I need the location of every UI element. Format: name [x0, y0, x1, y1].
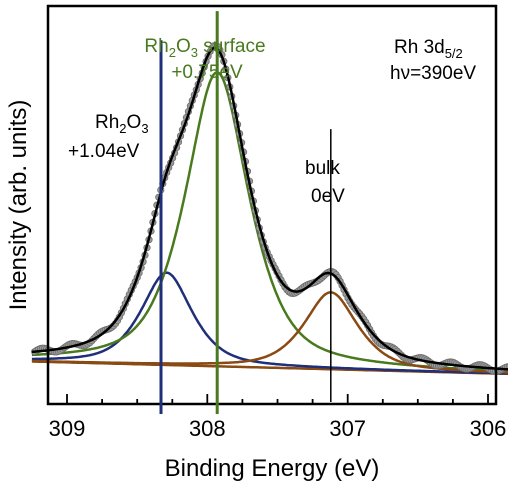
- x-tick-label: 307: [329, 416, 366, 441]
- envelope-fit-curve: [31, 46, 508, 371]
- surface-peak-shift: +0.75eV: [171, 62, 243, 83]
- x-axis-title: Binding Energy (eV): [165, 455, 380, 482]
- bulk-peak-shift: 0eV: [311, 186, 345, 207]
- peak-markers: [159, 11, 332, 414]
- surface-peak-label: Rh2O3 surface: [144, 36, 265, 60]
- x-tick-label: 308: [189, 416, 226, 441]
- y-axis-title: Intensity (arb. units): [5, 100, 32, 311]
- x-tick-label: 309: [49, 416, 86, 441]
- plot-area: [31, 41, 508, 376]
- x-tick-label: 306: [470, 416, 507, 441]
- data-points: [31, 41, 508, 375]
- photon-energy-label: hν=390eV: [390, 63, 476, 84]
- x-axis: 309 308 307 306: [49, 394, 507, 441]
- rh2o3-component-curve: [31, 271, 508, 375]
- bulk-peak-label: bulk: [305, 158, 340, 179]
- core-level-label: Rh 3d5/2: [394, 37, 463, 61]
- rh2o3-peak-label: Rh2O3: [95, 112, 149, 136]
- plot-frame: [46, 4, 498, 406]
- rh2o3-peak-shift: +1.04eV: [68, 141, 140, 162]
